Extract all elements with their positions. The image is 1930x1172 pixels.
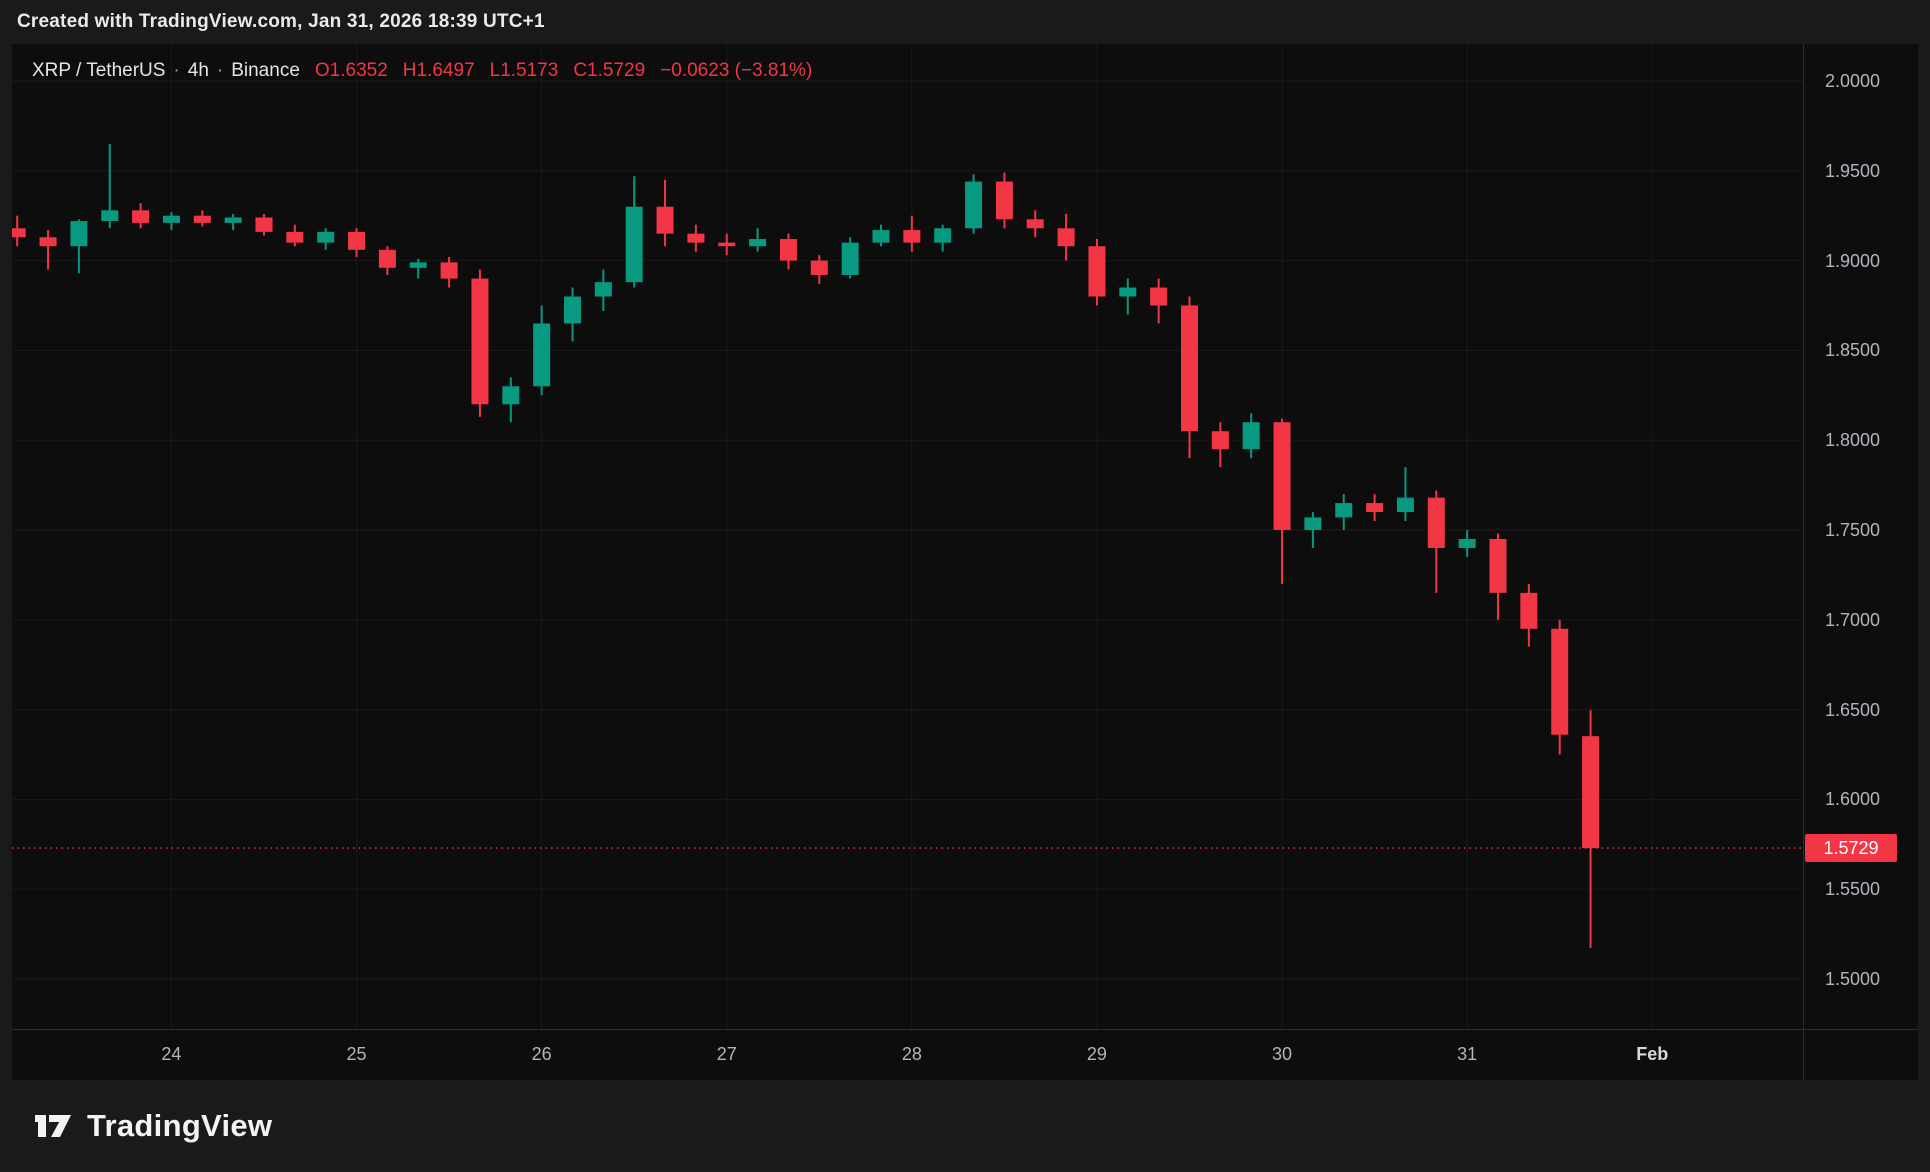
candle-body	[934, 228, 952, 243]
attribution-text: Created with TradingView.com, Jan 31, 20…	[17, 11, 545, 32]
candle-body	[409, 262, 427, 268]
candle-body	[1489, 538, 1507, 593]
tradingview-logo-icon	[35, 1115, 71, 1137]
candle-body	[533, 323, 551, 387]
candle-body	[1582, 736, 1600, 849]
chart-legend: XRP / TetherUS · 4h · Binance O1.6352 H1…	[32, 58, 812, 84]
candle-body	[564, 296, 581, 324]
low-value: L1.5173	[489, 60, 559, 81]
candle-body	[718, 242, 736, 247]
candle-body	[1211, 431, 1229, 450]
open-value: O1.6352	[314, 60, 388, 81]
candle-body	[687, 233, 705, 243]
footer-bar: TradingView	[0, 1080, 1930, 1172]
price-tick-label: 1.6500	[1825, 699, 1881, 720]
candle-body	[1181, 305, 1198, 432]
candle-body	[70, 221, 88, 247]
candle-body	[286, 231, 304, 243]
candle-body	[1304, 517, 1322, 530]
candle-body	[1366, 503, 1384, 513]
candle-body	[1335, 503, 1353, 518]
candle-body	[317, 231, 335, 243]
price-tick-label: 1.5000	[1825, 969, 1881, 989]
candle-body	[1520, 592, 1538, 629]
chart-pane[interactable]: XRP / TetherUS · 4h · Binance O1.6352 H1…	[12, 44, 1918, 1080]
time-tick-label: 27	[716, 1044, 737, 1064]
candle-body	[378, 249, 396, 268]
high-value: H1.6497	[402, 60, 475, 81]
interval-label: 4h	[187, 60, 209, 81]
price-tick-label: 1.9000	[1825, 250, 1881, 271]
price-tick-label: 1.6000	[1825, 789, 1881, 810]
candle-body	[1088, 246, 1106, 297]
candle-body	[193, 215, 211, 223]
candle-body	[1427, 497, 1445, 548]
price-tick-label: 1.7000	[1825, 609, 1881, 630]
time-tick-label: 24	[161, 1044, 182, 1064]
candle-body	[656, 206, 674, 234]
tradingview-wordmark: TradingView	[87, 1108, 273, 1143]
time-tick-label: 29	[1086, 1044, 1107, 1064]
symbol-name: XRP / TetherUS	[32, 60, 166, 81]
candle-body	[872, 230, 890, 243]
candle-body	[440, 262, 458, 279]
tradingview-logo-link[interactable]: TradingView	[33, 1108, 272, 1144]
candle-body	[132, 210, 150, 223]
candle-body	[1242, 422, 1260, 450]
candle-body	[1396, 497, 1414, 513]
candle-body	[1119, 287, 1137, 297]
candle-body	[348, 231, 366, 250]
last-price-badge: 1.5729	[1805, 834, 1897, 863]
time-tick-label: 26	[531, 1044, 552, 1064]
candle-body	[224, 217, 242, 223]
candle-body	[779, 239, 797, 261]
time-tick-label: 31	[1457, 1044, 1478, 1064]
legend-separator: ·	[216, 60, 224, 81]
candle-body	[162, 215, 180, 223]
change-value: −0.0623 (−3.81%)	[660, 60, 813, 81]
candle-body	[101, 210, 119, 222]
exchange-label: Binance	[231, 60, 300, 81]
candle-body	[12, 228, 26, 238]
price-tick-label: 1.8500	[1825, 340, 1881, 361]
candlestick-chart[interactable]	[12, 44, 1918, 1080]
price-tick-label: 1.8000	[1825, 430, 1881, 451]
candle-body	[1551, 628, 1569, 735]
candle-body	[255, 217, 273, 232]
candle-body	[749, 239, 767, 247]
price-tick-label: 1.5500	[1825, 879, 1881, 900]
last-price-label: 1.5729	[1823, 837, 1879, 858]
candle-body	[1026, 219, 1044, 229]
candle-body	[810, 260, 828, 275]
price-tick-label: 1.9500	[1825, 160, 1881, 181]
candle-body	[625, 206, 643, 283]
candle-body	[1057, 228, 1075, 247]
candle-body	[1150, 287, 1168, 306]
candle-body	[965, 181, 983, 229]
candle-body	[841, 242, 859, 275]
candle-body	[903, 230, 921, 243]
candle-body	[995, 181, 1013, 220]
candle-body	[1273, 422, 1291, 530]
candle-body	[39, 237, 57, 247]
close-value: C1.5729	[573, 60, 646, 81]
time-tick-label: 28	[901, 1044, 922, 1064]
time-tick-label: 25	[346, 1044, 367, 1064]
price-tick-label: 1.7500	[1825, 520, 1881, 540]
attribution-bar: Created with TradingView.com, Jan 31, 20…	[0, 0, 1930, 44]
candle-body	[1458, 538, 1476, 548]
legend-separator: ·	[173, 60, 180, 81]
time-tick-label: Feb	[1636, 1044, 1669, 1064]
candle-body	[502, 386, 520, 405]
candle-body	[471, 278, 489, 405]
price-tick-label: 2.0000	[1825, 71, 1881, 91]
candle-body	[594, 282, 612, 297]
time-tick-label: 30	[1272, 1044, 1293, 1064]
